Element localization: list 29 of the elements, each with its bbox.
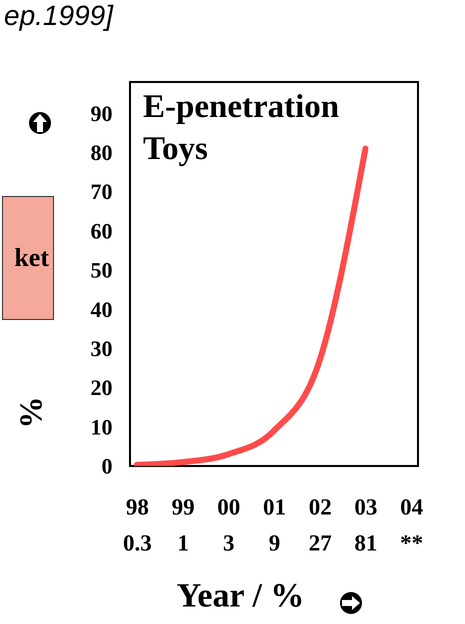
y-tick-label: 70	[90, 179, 112, 204]
text: E-penetration Toys	[143, 88, 340, 169]
y-axis-title: %	[12, 396, 48, 428]
y-tick-label: 20	[90, 375, 112, 400]
data-label: 0.3	[122, 530, 152, 556]
x-tick-label: 01	[263, 494, 286, 520]
x-tick-label: 99	[172, 494, 195, 520]
y-tick-label: 0	[102, 454, 112, 478]
x-tick-label: 03	[354, 494, 378, 520]
x-tick-label: 04	[400, 494, 424, 520]
data-label: 1	[177, 530, 189, 556]
data-label: 81	[354, 530, 378, 556]
y-tick-label: 80	[90, 140, 112, 166]
text: **	[400, 530, 424, 556]
y-tick-label: 90	[90, 100, 112, 126]
y-tick-label: 60	[90, 218, 112, 244]
x-axis-title: Year / %	[176, 578, 304, 614]
data-label: 3	[223, 530, 235, 556]
x-tick-label: 98	[126, 494, 149, 520]
text: ep.1999]	[4, 0, 113, 32]
data-label: 9	[268, 530, 280, 556]
y-tick-label: 30	[90, 336, 112, 361]
x-tick-label: 00	[217, 494, 240, 520]
y-tick-label: 10	[90, 414, 112, 440]
y-tick-label: 50	[90, 258, 112, 283]
text: ket	[2, 196, 54, 320]
data-label: 27	[308, 530, 332, 556]
x-tick-label: 02	[308, 494, 332, 520]
y-tick-label: 40	[90, 296, 112, 322]
